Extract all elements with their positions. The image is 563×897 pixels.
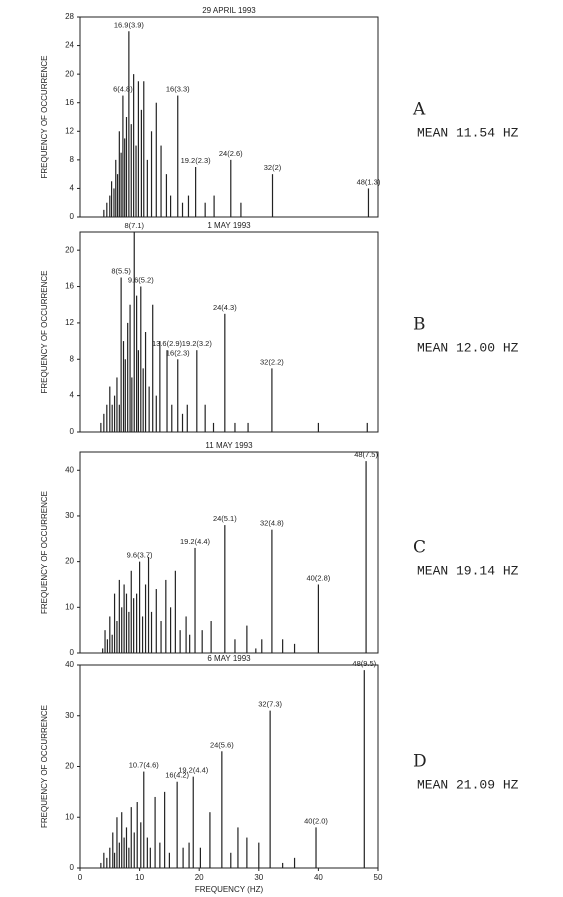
spike-annotation: 24(4.3)	[213, 303, 237, 312]
y-axis-label: FREQUENCY OF OCCURRENCE	[40, 56, 49, 179]
spike-annotation: 9.6(5.2)	[128, 276, 154, 285]
y-tick-label: 4	[70, 184, 75, 193]
y-tick-label: 0	[70, 863, 75, 872]
y-tick-label: 0	[70, 648, 75, 657]
y-tick-label: 30	[65, 511, 74, 520]
panel-letter: D	[413, 752, 427, 772]
y-tick-label: 4	[70, 391, 75, 400]
x-tick-label: 40	[314, 873, 323, 882]
spike-annotation: 19.2(4.4)	[178, 766, 209, 775]
spike-annotation: 40(2.0)	[304, 816, 328, 825]
panel-title: 11 MAY 1993	[205, 441, 253, 450]
mean-label: MEAN 11.54 HZ	[417, 125, 519, 140]
x-tick-label: 20	[195, 873, 204, 882]
spike-annotation: 48(9.5)	[352, 659, 376, 668]
x-tick-label: 50	[374, 873, 383, 882]
plot-frame	[79, 16, 379, 218]
spike-annotation: 19.2(2.3)	[181, 156, 212, 165]
y-tick-label: 12	[65, 318, 74, 327]
y-tick-label: 40	[65, 465, 74, 474]
spike-annotation: 19.2(4.4)	[180, 537, 211, 546]
y-axis-label: FREQUENCY OF OCCURRENCE	[40, 491, 49, 614]
x-tick-label: 30	[254, 873, 263, 882]
x-tick-label: 10	[135, 873, 144, 882]
y-tick-label: 30	[65, 711, 74, 720]
y-tick-label: 12	[65, 126, 74, 135]
mean-label: MEAN 19.14 HZ	[417, 563, 519, 578]
spike-annotation: 48(1.3)	[357, 177, 381, 186]
plot-frame	[79, 451, 379, 654]
spike-annotation: 24(5.1)	[213, 514, 237, 523]
y-axis-label: FREQUENCY OF OCCURRENCE	[40, 705, 49, 828]
panel-letter: C	[413, 538, 426, 558]
y-tick-label: 8	[70, 155, 75, 164]
y-tick-label: 16	[65, 282, 74, 291]
y-tick-label: 8	[70, 354, 75, 363]
y-tick-label: 10	[65, 812, 74, 821]
spike-annotation: 32(7.3)	[258, 700, 282, 709]
spike-annotation: 19.2(3.2)	[182, 339, 213, 348]
mean-label: MEAN 21.09 HZ	[417, 777, 519, 792]
plot-frame	[79, 231, 379, 433]
spike-annotation: 9.6(3.7)	[127, 551, 153, 560]
x-axis-label: FREQUENCY (HZ)	[195, 885, 264, 894]
spike-annotation: 16.9(3.9)	[114, 20, 145, 29]
spike-annotation: 10.7(4.6)	[129, 761, 160, 770]
spike-annotation: 24(2.6)	[219, 149, 243, 158]
spike-annotation: 8(7.1)	[124, 221, 144, 230]
y-tick-label: 0	[70, 212, 75, 221]
spike-annotation: 32(2)	[264, 163, 282, 172]
spike-annotation: 48(7.5)	[354, 450, 378, 459]
y-tick-label: 20	[65, 762, 74, 771]
spike-annotation: 32(4.8)	[260, 519, 284, 528]
x-tick-label: 0	[78, 873, 83, 882]
spike-annotation: 13.6(2.9)	[152, 339, 183, 348]
mean-label: MEAN 12.00 HZ	[417, 340, 519, 355]
y-tick-label: 0	[70, 427, 75, 436]
y-tick-label: 24	[65, 41, 74, 50]
spike-annotation: 16(4.2)	[165, 771, 189, 780]
y-tick-label: 10	[65, 602, 74, 611]
spike-annotation: 16(3.3)	[166, 85, 190, 94]
panel-letter: B	[413, 315, 426, 335]
y-tick-label: 40	[65, 660, 74, 669]
panel-title: 6 MAY 1993	[207, 654, 251, 663]
spike-annotation: 24(5.6)	[210, 740, 234, 749]
y-tick-label: 28	[65, 12, 74, 21]
y-tick-label: 16	[65, 98, 74, 107]
panel-title: 29 APRIL 1993	[202, 6, 256, 15]
y-axis-label: FREQUENCY OF OCCURRENCE	[40, 271, 49, 394]
spike-annotation: 40(2.8)	[307, 573, 331, 582]
spike-annotation: 8(5.5)	[111, 266, 131, 275]
y-tick-label: 20	[65, 557, 74, 566]
panel-letter: A	[412, 100, 426, 120]
spike-annotation: 16(2.3)	[166, 348, 190, 357]
spike-annotation: 6(4.8)	[113, 85, 133, 94]
y-tick-label: 20	[65, 245, 74, 254]
y-tick-label: 20	[65, 69, 74, 78]
panel-title: 1 MAY 1993	[207, 221, 251, 230]
spike-annotation: 32(2.2)	[260, 357, 284, 366]
